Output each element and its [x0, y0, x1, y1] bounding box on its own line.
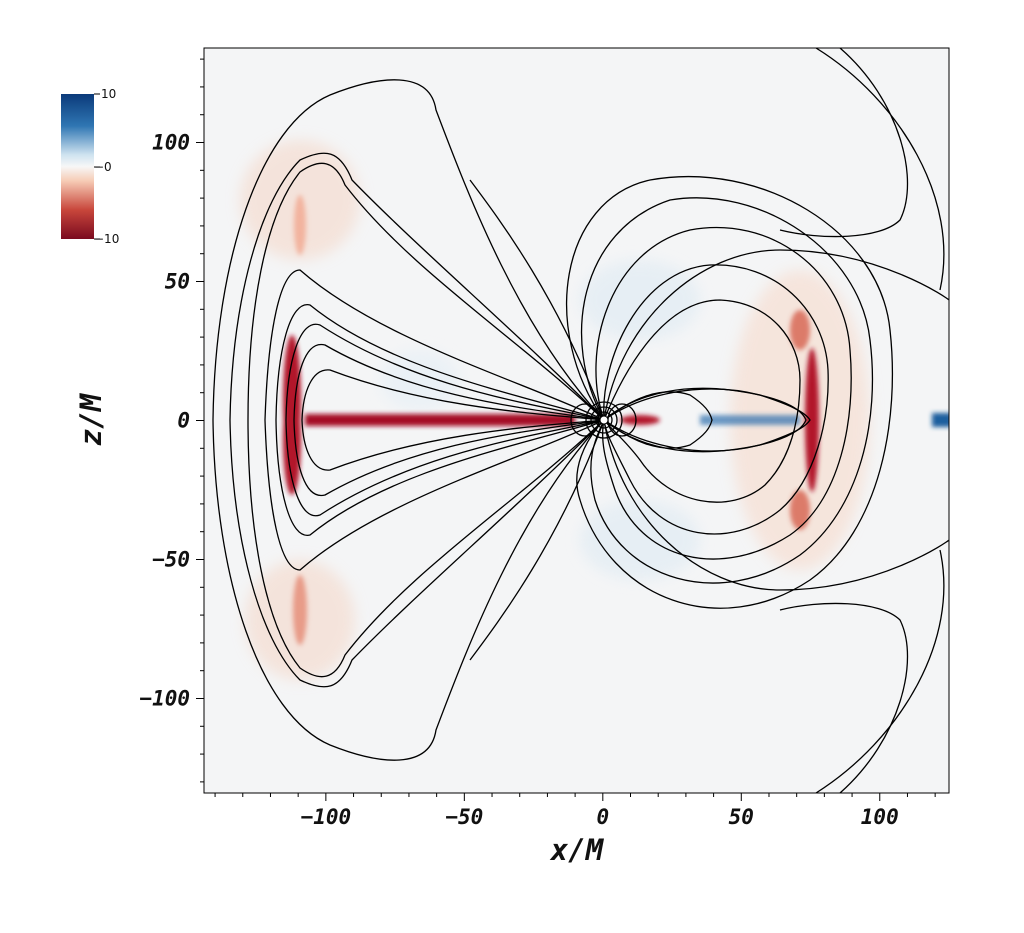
colorbar-max-label: 10: [101, 87, 116, 101]
x-tick-label: 50: [729, 805, 754, 829]
y-tick-label: 0: [177, 409, 190, 433]
y-tick-label: −100: [139, 686, 190, 710]
field-lines: [212, 48, 949, 793]
x-axis-ticks: [214, 793, 936, 801]
colorbar-min-label: −10: [94, 232, 119, 246]
y-tick-label: 50: [165, 270, 190, 294]
y-tick-label: −50: [152, 547, 190, 571]
y-tick-label: 100: [152, 131, 190, 155]
x-tick-label: 100: [861, 805, 899, 829]
y-axis-title: z/M: [74, 392, 108, 446]
x-axis-tick-labels: −100 −50 0 50 100: [301, 805, 899, 829]
x-tick-label: 0: [596, 805, 609, 829]
colorbar-mid-label: −0: [94, 160, 112, 174]
x-axis-title: x/M: [549, 833, 605, 867]
y-axis-tick-labels: −100 −50 0 50 100: [139, 131, 190, 711]
colorbar: 10 −0 −10: [61, 87, 119, 246]
heatmap-sheets: [283, 195, 949, 645]
heatmap-area: [204, 48, 949, 793]
x-tick-label: −50: [445, 805, 483, 829]
x-tick-label: −100: [301, 805, 352, 829]
colorbar-gradient: [61, 94, 94, 239]
y-axis-ticks: [196, 58, 204, 783]
